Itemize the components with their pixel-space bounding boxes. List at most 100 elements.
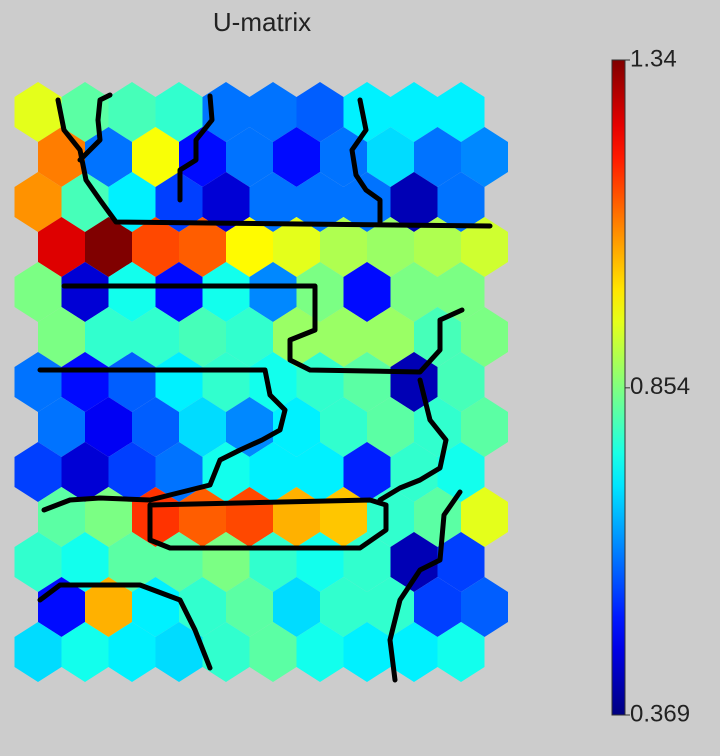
boundary — [55, 97, 493, 229]
hex-cell — [390, 262, 438, 322]
hex-cell — [61, 172, 109, 232]
hex-cell — [414, 217, 461, 277]
hex-cell — [38, 397, 85, 457]
hex-cell — [14, 172, 62, 232]
hex-cell — [367, 397, 414, 457]
hex-cell — [179, 127, 226, 187]
boundary — [377, 377, 449, 503]
hex-cell — [461, 307, 508, 367]
hex-cell — [273, 217, 320, 277]
hex-cell — [343, 622, 391, 682]
hex-cell — [61, 442, 109, 502]
hex-cell — [14, 532, 62, 592]
boundary — [61, 283, 465, 375]
hex-cell — [108, 262, 156, 322]
hex-cell — [343, 82, 391, 142]
hex-cell — [437, 442, 485, 502]
hex-cell — [437, 622, 485, 682]
hex-cell — [132, 577, 179, 637]
boundary — [387, 489, 463, 683]
hex-cell — [296, 442, 344, 502]
hex-cell — [437, 82, 485, 142]
hex-cell — [461, 487, 508, 547]
colorbar-tick-label: 0.854 — [630, 373, 690, 400]
hex-grid — [14, 82, 508, 682]
hex-cell — [273, 127, 320, 187]
hex-cell — [108, 172, 156, 232]
hex-cell — [108, 622, 156, 682]
hex-cell — [343, 442, 391, 502]
hex-cell — [249, 82, 297, 142]
hex-cell — [108, 82, 156, 142]
boundary — [349, 97, 383, 225]
hex-cell — [414, 577, 461, 637]
hex-cell — [38, 307, 85, 367]
hex-cell — [390, 532, 438, 592]
hex-cell — [367, 577, 414, 637]
colorbar-tick-label: 0.369 — [630, 700, 690, 727]
boundary — [37, 582, 213, 671]
boundary — [177, 93, 215, 203]
hex-cell — [437, 172, 485, 232]
hex-cell — [296, 262, 344, 322]
hex-cell — [85, 577, 132, 637]
hex-cell — [414, 127, 461, 187]
hex-cell — [61, 622, 109, 682]
boundary — [77, 92, 113, 163]
hex-cell — [249, 352, 297, 412]
hex-cell — [132, 217, 179, 277]
hex-cell — [249, 262, 297, 322]
hex-cell — [155, 442, 203, 502]
hex-cell — [367, 217, 414, 277]
hex-cell — [461, 217, 508, 277]
hex-cell — [85, 487, 132, 547]
hex-cell — [320, 217, 367, 277]
hex-cell — [226, 307, 273, 367]
hex-cell — [108, 352, 156, 412]
hex-cell — [61, 262, 109, 322]
hex-cell — [390, 622, 438, 682]
hex-cell — [461, 577, 508, 637]
hex-cell — [390, 172, 438, 232]
hex-cell — [320, 577, 367, 637]
hex-cell — [461, 127, 508, 187]
hex-cell — [226, 217, 273, 277]
hex-cell — [61, 532, 109, 592]
colorbar — [611, 59, 626, 716]
hex-cell — [437, 352, 485, 412]
hex-cell — [155, 262, 203, 322]
hex-cell — [155, 352, 203, 412]
hex-cell — [226, 127, 273, 187]
hex-cell — [273, 577, 320, 637]
hex-cell — [132, 397, 179, 457]
hex-cell — [226, 577, 273, 637]
hex-cell — [296, 622, 344, 682]
hex-cell — [296, 172, 344, 232]
hex-cell — [249, 172, 297, 232]
hex-cell — [14, 352, 62, 412]
hex-cell — [85, 217, 132, 277]
hex-cell — [367, 307, 414, 367]
hex-cell — [320, 307, 367, 367]
hex-cell — [179, 397, 226, 457]
hex-cell — [390, 82, 438, 142]
hex-cell — [61, 352, 109, 412]
hex-cell — [437, 532, 485, 592]
hex-cell — [414, 487, 461, 547]
hex-cell — [85, 397, 132, 457]
colorbar-tick-label: 1.34 — [630, 45, 677, 72]
hex-cell — [202, 442, 250, 502]
hex-cell — [108, 532, 156, 592]
hex-cell — [14, 262, 62, 322]
hex-cell — [202, 82, 250, 142]
hex-cell — [14, 622, 62, 682]
hex-cell — [85, 307, 132, 367]
hex-cell — [14, 82, 62, 142]
hex-cell — [249, 622, 297, 682]
colorbar-ticks: 0.369 0.854 1.34 — [625, 45, 690, 727]
hex-cell — [179, 217, 226, 277]
hex-cell — [296, 82, 344, 142]
hex-cell — [14, 442, 62, 502]
hex-cell — [202, 352, 250, 412]
hex-cell — [367, 127, 414, 187]
